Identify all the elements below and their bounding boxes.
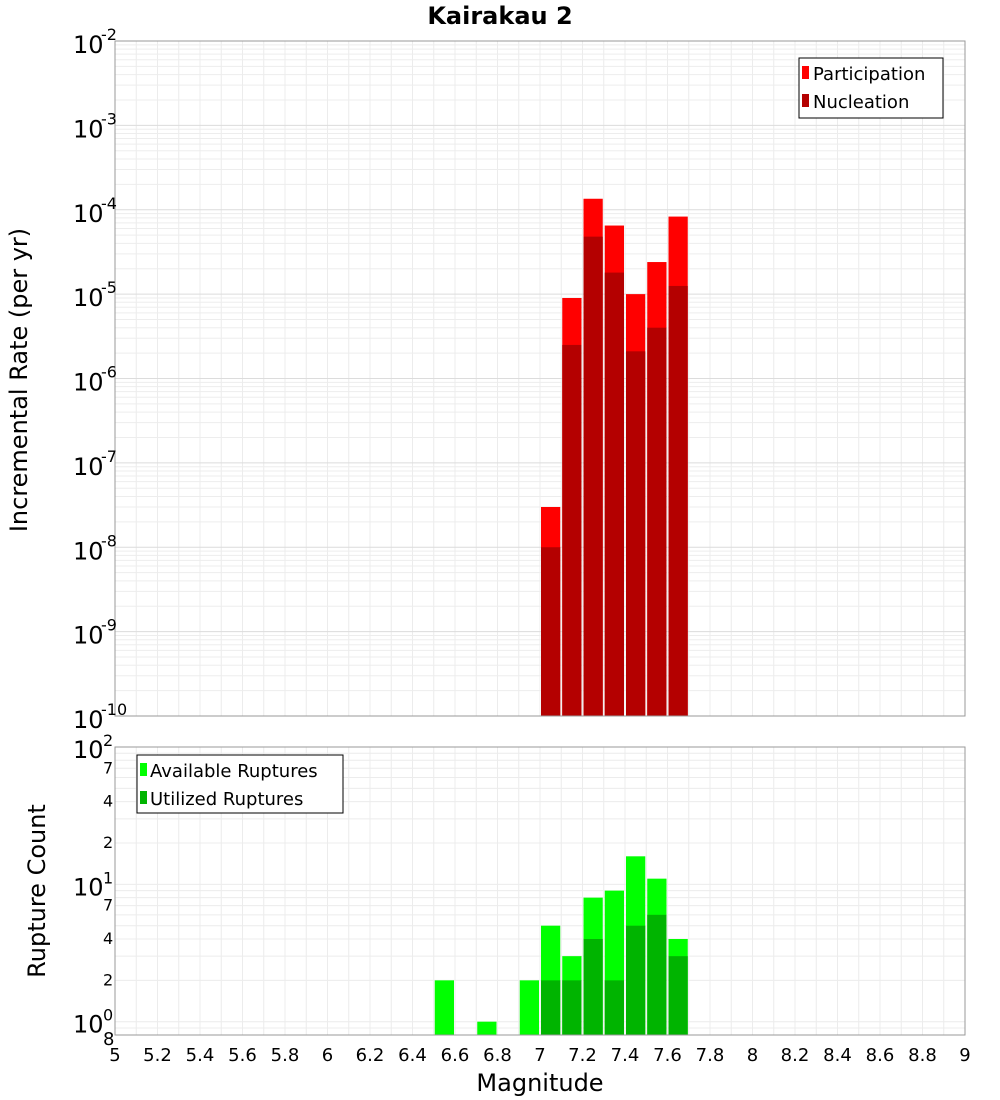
- bottom-y-minor-tick: 8: [103, 1029, 114, 1050]
- x-tick-label: 5.6: [228, 1045, 257, 1066]
- top-y-tick-base: 10: [73, 200, 104, 228]
- bottom-bar-s0: [477, 1021, 497, 1035]
- top-y-tick-base: 10: [73, 453, 104, 481]
- x-tick-label: 6.8: [483, 1045, 512, 1066]
- top-y-tick-base: 10: [73, 115, 104, 143]
- top-bar-s1: [647, 327, 667, 716]
- top-y-tick-base: 10: [73, 284, 104, 312]
- bottom-y-tick-base: 10: [73, 1011, 104, 1039]
- top-y-tick-base: 10: [73, 537, 104, 565]
- bottom-bar-s1: [541, 980, 561, 1035]
- legend-swatch-nucleation: [802, 94, 809, 107]
- bottom-y-tick-exp: 0: [103, 1006, 113, 1025]
- bottom-bar-s1: [583, 939, 603, 1035]
- x-tick-label: 6.4: [398, 1045, 427, 1066]
- bottom-bar-s1: [562, 980, 582, 1035]
- x-tick-label: 9: [959, 1045, 970, 1066]
- bottom-plot-frame: [114, 746, 966, 1036]
- bottom-y-minor-tick: 2: [103, 833, 113, 852]
- bottom-bar-s1: [668, 956, 688, 1035]
- bottom-bar-s0: [434, 980, 454, 1035]
- top-y-tick-base: 10: [73, 622, 104, 650]
- top-y-tick-base: 10: [73, 706, 104, 734]
- x-tick-label: 8.6: [866, 1045, 895, 1066]
- x-tick-label: 8.4: [823, 1045, 852, 1066]
- bottom-legend-box: [136, 754, 344, 814]
- top-y-tick-exp: -9: [101, 616, 117, 635]
- bottom-y-minor-tick: 2: [103, 970, 113, 989]
- x-tick-label: 8.2: [781, 1045, 810, 1066]
- top-legend-box: [798, 57, 944, 119]
- bottom-y-tick-exp: 1: [103, 868, 113, 887]
- legend-swatch-utilized: [140, 791, 147, 804]
- x-tick-label: 8: [747, 1045, 758, 1066]
- top-y-ticks: 10-210-310-410-510-610-710-810-910-10: [73, 25, 127, 734]
- bottom-bar-s1: [626, 925, 646, 1035]
- legend-label-utilized: Utilized Ruptures: [150, 789, 303, 810]
- x-tick-label: 6.6: [441, 1045, 470, 1066]
- chart-title: Kairakau 2: [427, 2, 572, 30]
- x-tick-label: 8.8: [908, 1045, 937, 1066]
- x-tick-label: 5.4: [186, 1045, 215, 1066]
- top-y-tick-base: 10: [73, 369, 104, 397]
- x-axis-label: Magnitude: [476, 1069, 603, 1097]
- top-bar-s1: [541, 547, 561, 716]
- top-y-tick-exp: -10: [101, 700, 127, 719]
- top-bar-s1: [668, 285, 688, 716]
- bottom-y-minor-tick: 4: [103, 792, 113, 811]
- top-y-axis-label: Incremental Rate (per yr): [5, 228, 33, 532]
- top-y-tick-exp: -6: [101, 363, 117, 382]
- x-tick-label: 6: [322, 1045, 333, 1066]
- top-y-tick-exp: -3: [101, 109, 117, 128]
- x-tick-label: 5.2: [143, 1045, 172, 1066]
- x-tick-label: 5: [109, 1045, 120, 1066]
- top-bar-s1: [626, 351, 646, 716]
- top-y-tick-exp: -8: [101, 531, 117, 550]
- top-y-tick-exp: -4: [101, 194, 117, 213]
- x-tick-label: 7.8: [696, 1045, 725, 1066]
- bottom-bar-s1: [647, 914, 667, 1035]
- bottom-y-minor-tick: 7: [103, 896, 113, 915]
- x-tick-label: 7.6: [653, 1045, 682, 1066]
- bottom-y-minor-tick: 4: [103, 929, 113, 948]
- x-ticks: 5 5.2 5.4 5.6 5.8 6 6.2 6.4 6.6 6.8 7 7.2 7.4 7.6 7.8 8…: [109, 1045, 970, 1066]
- top-bar-s1: [562, 344, 582, 716]
- bottom-y-axis-label: Rupture Count: [23, 804, 51, 978]
- legend-label-participation: Participation: [813, 64, 925, 85]
- x-tick-label: 5.8: [271, 1045, 300, 1066]
- bottom-legend: Available Ruptures Utilized Ruptures: [136, 754, 344, 814]
- top-y-tick-exp: -5: [101, 278, 117, 297]
- bottom-bar-s1: [604, 980, 624, 1035]
- x-tick-label: 7.4: [611, 1045, 640, 1066]
- x-tick-label: 6.2: [356, 1045, 385, 1066]
- top-bar-s1: [604, 272, 624, 716]
- top-bars: [541, 198, 688, 717]
- x-tick-label: 7.2: [568, 1045, 597, 1066]
- top-bar-s1: [583, 236, 603, 716]
- top-legend: Participation Nucleation: [798, 57, 944, 119]
- legend-label-available: Available Ruptures: [150, 761, 318, 782]
- bottom-bars: [434, 856, 688, 1035]
- top-y-tick-exp: -2: [101, 25, 117, 44]
- top-y-tick-exp: -7: [101, 447, 117, 466]
- bottom-bar-s0: [519, 980, 539, 1035]
- top-gridlines: [114, 41, 966, 717]
- bottom-y-tick-base: 10: [73, 736, 104, 764]
- bottom-y-minor-tick: 7: [103, 758, 113, 777]
- legend-swatch-participation: [802, 66, 809, 79]
- legend-label-nucleation: Nucleation: [813, 92, 909, 113]
- top-y-tick-base: 10: [73, 31, 104, 59]
- legend-swatch-available: [140, 763, 147, 776]
- bottom-y-tick-exp: 2: [103, 731, 113, 750]
- x-tick-label: 7: [534, 1045, 545, 1066]
- bottom-y-tick-base: 10: [73, 873, 104, 901]
- top-plot-frame: [114, 40, 966, 717]
